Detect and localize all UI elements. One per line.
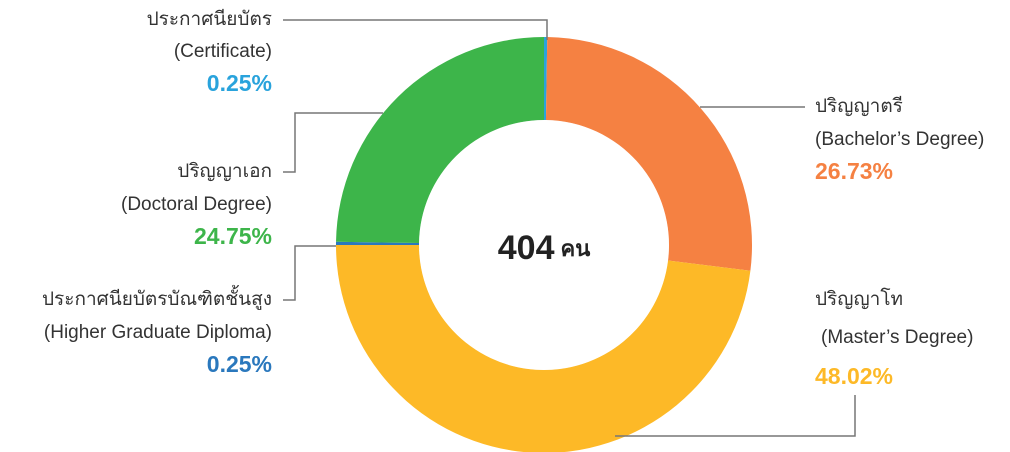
- center-label: 404 คน: [498, 229, 591, 267]
- total: 404: [498, 229, 555, 267]
- category-label: ประกาศนียบัตร: [147, 8, 272, 30]
- category-label-en: (Higher Graduate Diploma): [44, 322, 272, 343]
- value-label: 0.25%: [207, 351, 272, 377]
- leader-line: [615, 395, 856, 437]
- value-label: 24.75%: [194, 223, 272, 249]
- leader-line: [283, 245, 336, 301]
- leader-line: [283, 112, 383, 173]
- donut-segment: [545, 37, 752, 271]
- leader-line: [283, 19, 548, 40]
- category-label: ประกาศนียบัตรบัณฑิตชั้นสูง: [42, 285, 272, 310]
- donut-segment: [336, 241, 420, 245]
- donut-segment: [544, 37, 548, 121]
- category-label: ปริญญาตรี: [815, 95, 903, 117]
- category-label-en: (Bachelor’s Degree): [815, 129, 984, 150]
- category-label: ปริญญาเอก: [177, 161, 272, 182]
- donut-segment: [336, 37, 544, 244]
- inner-ring: [419, 120, 669, 370]
- donut-segment: [336, 245, 751, 452]
- category-label-en: (Master’s Degree): [821, 327, 973, 348]
- total-unit: คน: [560, 236, 590, 261]
- value-label: 48.02%: [815, 363, 893, 389]
- category-label: ปริญญาโท: [815, 287, 903, 310]
- center-hole: [442, 143, 646, 347]
- donut: [336, 37, 752, 452]
- category-label-en: (Doctoral Degree): [121, 194, 272, 215]
- value-label: 0.25%: [207, 70, 272, 96]
- value-label: 26.73%: [815, 158, 893, 184]
- category-label-en: (Certificate): [174, 41, 272, 62]
